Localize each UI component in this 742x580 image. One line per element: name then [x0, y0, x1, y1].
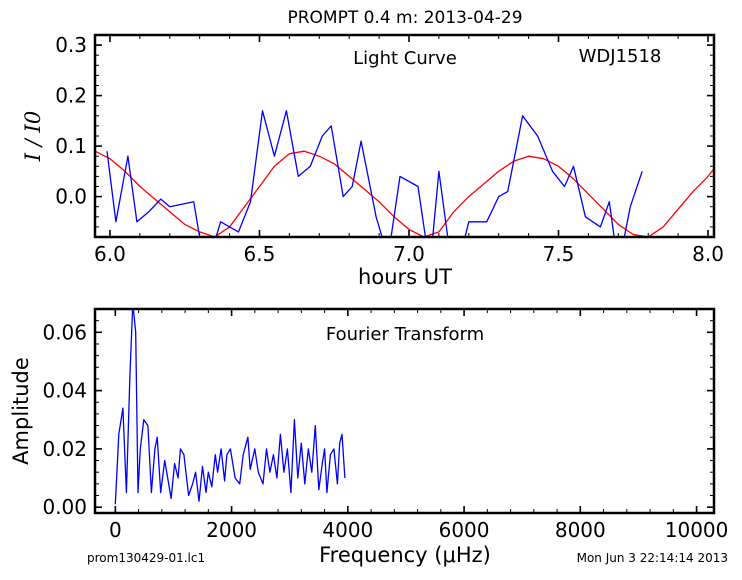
- model-fit-line-0: [95, 150, 714, 237]
- light-curve-x-axis-label: hours UT: [358, 265, 452, 289]
- x-tick-label: 6.5: [244, 242, 276, 266]
- y-tick-label: 0.1: [55, 134, 87, 158]
- fourier-curve-layer: [114, 309, 346, 505]
- x-tick-label: 7.5: [543, 242, 575, 266]
- light-curve-ticks: 6.0 6.5 7.0 7.5 8.0 0.0 0.1 0.2 0.3: [55, 33, 724, 266]
- x-tick-label: 7.0: [393, 242, 425, 266]
- x-tick-label: 8.0: [692, 242, 724, 266]
- figure-title: PROMPT 0.4 m: 2013-04-29: [287, 8, 522, 28]
- y-tick-label: 0.00: [42, 495, 87, 519]
- data-series-line-0: [106, 110, 643, 237]
- data-curve-layer: [106, 110, 643, 237]
- source-file-label: prom130429-01.lc1: [87, 551, 205, 565]
- x-tick-label: 6000: [439, 518, 490, 542]
- fourier-y-axis-label: Amplitude: [9, 357, 33, 465]
- target-label: WDJ1518: [579, 46, 662, 67]
- x-tick-label: 2000: [206, 518, 257, 542]
- y-tick-label: 0.3: [55, 33, 87, 57]
- fourier-x-axis-label: Frequency (μHz): [319, 543, 491, 567]
- data-series-line-1: [114, 309, 346, 505]
- x-tick-label: 6.0: [94, 242, 126, 266]
- light-curve-y-axis-label: I / I0: [21, 111, 45, 162]
- generated-timestamp: Mon Jun 3 22:14:14 2013: [577, 551, 728, 565]
- light-curve-panel: 6.0 6.5 7.0 7.5 8.00.00.10.20.3 Light Curve …: [21, 33, 724, 289]
- x-tick-label: 10000: [665, 518, 729, 542]
- fourier-frame: [93, 307, 716, 515]
- y-tick-label: 0.02: [42, 437, 87, 461]
- y-tick-label: 0.06: [42, 320, 87, 344]
- model-curve-layer: [95, 150, 714, 237]
- light-curve-title: Light Curve: [353, 48, 457, 69]
- x-tick-label: 8000: [555, 518, 606, 542]
- y-tick-label: 0.2: [55, 84, 87, 108]
- y-tick-label: 0.0: [55, 185, 87, 209]
- fourier-ticks: 0 2000 4000 6000 8000 10000 0.00 0.02 0.04 0.06: [42, 308, 729, 542]
- y-tick-label: 0.04: [42, 379, 87, 403]
- x-tick-label: 0: [109, 518, 122, 542]
- fourier-panel: 0 2000 4000 6000 8000 10000 0.00 0.02 0.04 0.06 F…: [9, 307, 729, 567]
- fourier-title: Fourier Transform: [326, 324, 484, 345]
- x-tick-label: 4000: [322, 518, 373, 542]
